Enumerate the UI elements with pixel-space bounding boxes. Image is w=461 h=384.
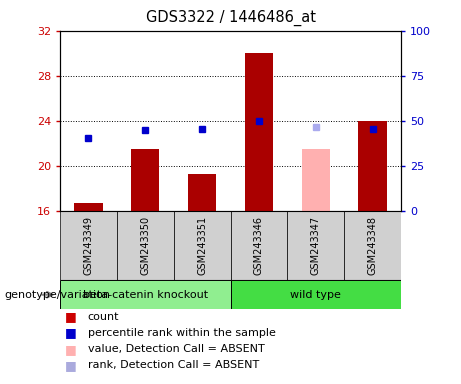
Text: ■: ■ [65, 359, 76, 372]
Text: GSM243349: GSM243349 [83, 216, 94, 275]
Text: GSM243351: GSM243351 [197, 216, 207, 275]
Bar [358, 121, 387, 211]
Text: ■: ■ [65, 326, 76, 339]
Text: GSM243347: GSM243347 [311, 216, 321, 275]
Text: beta-catenin knockout: beta-catenin knockout [83, 290, 208, 300]
Text: genotype/variation: genotype/variation [5, 290, 111, 300]
Bar [131, 149, 160, 211]
Bar [174, 211, 230, 280]
Bar [301, 149, 330, 211]
Text: ■: ■ [65, 343, 76, 356]
Bar [344, 211, 401, 280]
Text: wild type: wild type [290, 290, 341, 300]
Text: GDS3322 / 1446486_at: GDS3322 / 1446486_at [146, 10, 315, 26]
Bar [117, 211, 174, 280]
Bar [230, 280, 401, 309]
Bar [230, 211, 287, 280]
Text: rank, Detection Call = ABSENT: rank, Detection Call = ABSENT [88, 360, 259, 370]
Bar [245, 53, 273, 211]
Text: count: count [88, 312, 119, 322]
Text: percentile rank within the sample: percentile rank within the sample [88, 328, 276, 338]
Text: value, Detection Call = ABSENT: value, Detection Call = ABSENT [88, 344, 264, 354]
Bar [60, 211, 117, 280]
Bar [60, 280, 230, 309]
Text: GSM243348: GSM243348 [367, 216, 378, 275]
Text: GSM243350: GSM243350 [140, 216, 150, 275]
Text: ■: ■ [65, 310, 76, 323]
Bar [287, 211, 344, 280]
Bar [188, 174, 216, 211]
Bar [74, 203, 102, 211]
Text: GSM243346: GSM243346 [254, 216, 264, 275]
